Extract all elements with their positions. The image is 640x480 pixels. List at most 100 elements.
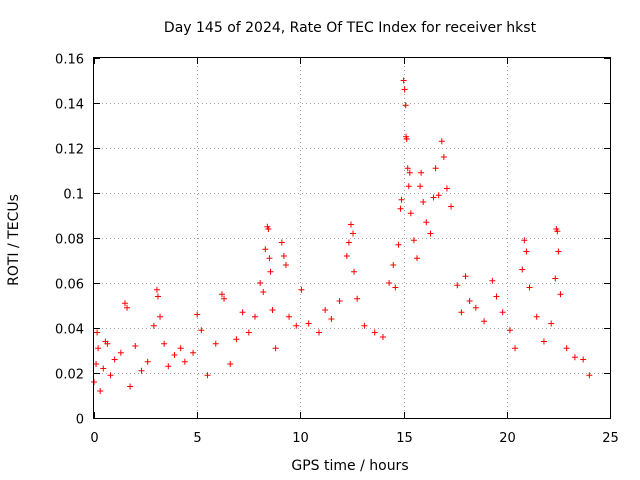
data-point (403, 136, 410, 142)
data-point (124, 304, 131, 311)
data-point (418, 169, 425, 176)
data-point (392, 284, 399, 291)
data-point (282, 262, 289, 268)
data-point (395, 241, 402, 248)
data-point (269, 307, 276, 313)
data-point (227, 361, 234, 367)
data-point (390, 262, 397, 268)
data-point (410, 237, 417, 244)
data-point (481, 318, 488, 325)
data-point (506, 327, 513, 334)
data-point (499, 309, 506, 316)
data-point (150, 322, 157, 329)
data-point (458, 309, 465, 316)
data-point (127, 383, 134, 390)
data-point (272, 345, 279, 352)
data-point (336, 298, 343, 304)
data-point (489, 277, 496, 284)
data-point (161, 340, 168, 347)
y-tick-label: 0.04 (55, 323, 84, 338)
x-tick-label: 25 (602, 431, 619, 446)
data-point (198, 327, 205, 334)
x-tick-label: 5 (193, 431, 201, 446)
data-point (212, 340, 219, 347)
y-tick-label: 0.08 (55, 233, 84, 248)
data-point (94, 329, 101, 336)
data-point (194, 311, 201, 318)
data-point (493, 293, 500, 300)
data-point (440, 154, 447, 160)
data-point (404, 165, 411, 172)
chart-title: Day 145 of 2024, Rate Of TEC Index for r… (164, 20, 537, 36)
data-point (177, 345, 184, 352)
data-point (262, 246, 269, 253)
data-point (280, 253, 287, 259)
data-point (443, 185, 450, 192)
data-point (100, 365, 107, 372)
data-point (286, 313, 293, 320)
data-point (523, 248, 530, 255)
data-point (512, 345, 519, 352)
data-point (298, 286, 305, 293)
data-point (181, 358, 188, 365)
data-point (138, 367, 145, 374)
data-point (204, 372, 211, 379)
data-point (111, 356, 118, 363)
data-point (267, 268, 274, 275)
data-point (521, 237, 528, 244)
y-tick-label: 0.14 (55, 98, 84, 113)
data-point (190, 349, 197, 356)
data-point (218, 291, 225, 298)
data-point (95, 345, 102, 352)
data-point (557, 291, 564, 298)
data-point (432, 165, 439, 172)
x-tick-label: 20 (499, 431, 516, 446)
data-point (397, 205, 404, 212)
data-point (386, 280, 393, 286)
data-point (586, 372, 593, 379)
y-axis-label: ROTI / TECUs (6, 194, 22, 286)
y-tick-label: 0.12 (55, 143, 84, 158)
data-point (239, 309, 246, 316)
data-point (345, 239, 352, 246)
data-point (430, 194, 437, 201)
data-point (251, 313, 258, 320)
data-point (423, 219, 430, 226)
data-point (121, 300, 128, 307)
y-tick-label: 0.02 (55, 368, 84, 383)
y-tick-label: 0.06 (55, 278, 84, 293)
grid (94, 58, 610, 418)
data-point (117, 349, 124, 356)
data-point (347, 221, 354, 228)
data-point (414, 255, 421, 262)
y-tick-label: 0.16 (55, 53, 84, 68)
data-point (144, 358, 151, 365)
data-point (462, 273, 469, 280)
data-point (350, 230, 357, 237)
data-point (233, 336, 240, 343)
x-tick-label: 0 (90, 431, 98, 446)
data-point (427, 230, 434, 237)
data-point (379, 334, 386, 340)
data-point (266, 255, 273, 262)
data-points (91, 77, 593, 394)
data-point (328, 316, 335, 322)
data-point (305, 320, 312, 327)
x-axis: 0 5 10 15 20 25 (90, 58, 619, 446)
data-point (552, 275, 559, 282)
data-point (571, 354, 578, 361)
data-point (361, 322, 368, 329)
data-point (400, 77, 407, 84)
data-point (157, 313, 164, 320)
data-point (406, 169, 413, 176)
data-point (322, 307, 329, 313)
x-tick-label: 15 (396, 431, 413, 446)
data-point (171, 352, 178, 358)
data-point (343, 253, 350, 259)
data-point (97, 388, 104, 394)
data-point (563, 345, 570, 352)
data-point (354, 295, 361, 302)
data-point (420, 199, 427, 205)
plot-frame (93, 57, 611, 419)
data-point (580, 356, 587, 363)
